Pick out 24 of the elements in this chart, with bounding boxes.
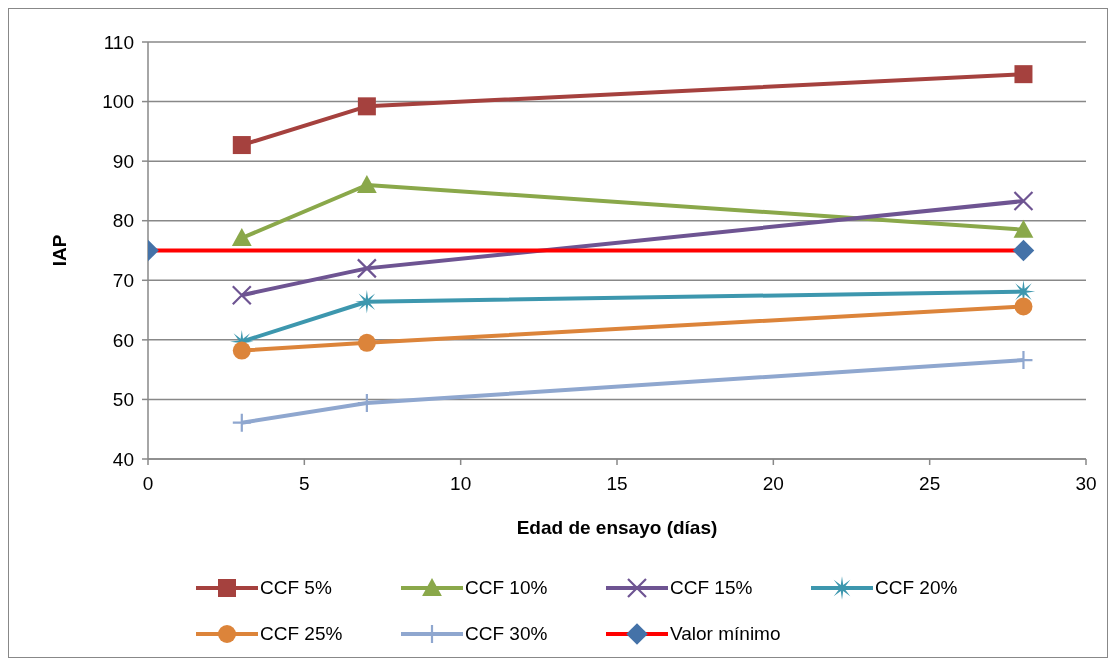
x-tick-label: 0: [142, 473, 154, 495]
x-tick-label: 25: [919, 473, 941, 495]
y-axis-title: IAP: [48, 234, 70, 267]
x-axis-title: Edad de ensayo (días): [516, 517, 718, 539]
legend-label: CCF 15%: [670, 577, 753, 599]
y-tick-label: 100: [102, 91, 134, 113]
y-tick-label: 40: [112, 448, 134, 470]
legend-label: Valor mínimo: [670, 623, 781, 645]
legend-label: CCF 5%: [260, 577, 332, 599]
x-tick-label: 15: [606, 473, 628, 495]
x-tick-label: 10: [450, 473, 472, 495]
legend-label: CCF 10%: [465, 577, 548, 599]
x-tick-label: 5: [299, 473, 310, 495]
y-tick-label: 60: [112, 329, 134, 351]
legend-label: CCF 20%: [875, 577, 958, 599]
legend-label: CCF 30%: [465, 623, 548, 645]
x-tick-label: 20: [762, 473, 784, 495]
y-tick-label: 90: [112, 150, 134, 172]
legend-label: CCF 25%: [260, 623, 343, 645]
y-tick-label: 110: [103, 31, 134, 53]
y-tick-label: 70: [112, 270, 134, 292]
x-tick-label: 30: [1075, 473, 1097, 495]
y-tick-label: 80: [112, 210, 134, 232]
y-tick-label: 50: [112, 389, 134, 411]
